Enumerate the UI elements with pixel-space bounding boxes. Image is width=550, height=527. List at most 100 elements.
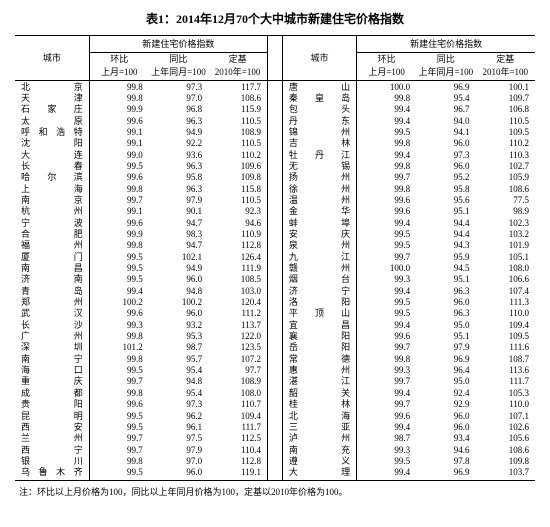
value-cell: 108.0 xyxy=(476,263,535,274)
value-cell: 112.5 xyxy=(208,433,267,444)
city-cell: 湛江 xyxy=(282,376,356,387)
value-cell: 96.3 xyxy=(416,308,475,319)
gap-cell xyxy=(268,115,283,126)
value-cell: 95.4 xyxy=(149,365,208,376)
table-row: 南京99.797.9110.5温州99.695.677.5 xyxy=(15,194,535,205)
city-cell: 宁波 xyxy=(15,217,89,228)
value-cell: 94.4 xyxy=(416,229,475,240)
value-cell: 102.6 xyxy=(476,421,535,432)
value-cell: 95.0 xyxy=(416,319,475,330)
value-cell: 92.3 xyxy=(208,206,267,217)
city-cell: 襄阳 xyxy=(282,331,356,342)
value-cell: 95.8 xyxy=(416,183,475,194)
table-row: 石家庄99.996.8115.9包头99.496.7106.8 xyxy=(15,104,535,115)
table-row: 兰州99.797.5112.5泸州98.793.4105.6 xyxy=(15,433,535,444)
table-row: 南昌99.594.9111.9赣州100.094.5108.0 xyxy=(15,263,535,274)
table-row: 南宁99.895.7107.2常德99.896.9108.7 xyxy=(15,353,535,364)
price-index-table: 城市 新建住宅价格指数 城市 新建住宅价格指数 环比 同比 定基 环比 同比 定… xyxy=(15,35,535,481)
gap-cell xyxy=(268,319,283,330)
value-cell: 94.7 xyxy=(149,240,208,251)
value-cell: 111.3 xyxy=(476,297,535,308)
value-cell: 115.9 xyxy=(208,104,267,115)
city-cell: 温州 xyxy=(282,194,356,205)
value-cell: 97.9 xyxy=(416,342,475,353)
value-cell: 106.8 xyxy=(476,104,535,115)
city-cell: 宜昌 xyxy=(282,319,356,330)
value-cell: 99.5 xyxy=(89,251,148,262)
value-cell: 99.5 xyxy=(357,455,416,466)
value-cell: 108.7 xyxy=(476,353,535,364)
value-cell: 103.0 xyxy=(208,285,267,296)
hdr-yoy-sub-2: 上年同月=100 xyxy=(416,66,475,81)
city-cell: 锦州 xyxy=(282,126,356,137)
value-cell: 120.4 xyxy=(208,297,267,308)
table-row: 福州99.894.7112.8泉州99.594.3101.9 xyxy=(15,240,535,251)
gap-cell xyxy=(268,149,283,160)
gap-cell xyxy=(268,172,283,183)
value-cell: 94.8 xyxy=(149,376,208,387)
value-cell: 99.6 xyxy=(89,115,148,126)
gap-cell xyxy=(268,308,283,319)
city-cell: 海口 xyxy=(15,365,89,376)
value-cell: 110.5 xyxy=(208,138,267,149)
value-cell: 99.3 xyxy=(357,274,416,285)
city-cell: 唐山 xyxy=(282,81,356,93)
value-cell: 100.2 xyxy=(149,297,208,308)
city-cell: 广州 xyxy=(15,331,89,342)
value-cell: 96.1 xyxy=(149,421,208,432)
city-cell: 呼和浩特 xyxy=(15,126,89,137)
city-cell: 金华 xyxy=(282,206,356,217)
table-row: 成都99.895.4108.0韶关99.492.4105.3 xyxy=(15,387,535,398)
value-cell: 109.5 xyxy=(476,331,535,342)
value-cell: 110.4 xyxy=(208,444,267,455)
value-cell: 105.3 xyxy=(476,387,535,398)
gap-cell xyxy=(268,433,283,444)
value-cell: 119.1 xyxy=(208,467,267,480)
gap-cell xyxy=(268,229,283,240)
value-cell: 96.0 xyxy=(416,138,475,149)
gap-cell xyxy=(268,92,283,103)
hdr-yoy-sub-1: 上年同月=100 xyxy=(149,66,208,81)
city-cell: 福州 xyxy=(15,240,89,251)
value-cell: 99.8 xyxy=(89,240,148,251)
value-cell: 108.6 xyxy=(476,444,535,455)
value-cell: 108.9 xyxy=(208,376,267,387)
table-row: 西安99.596.1111.7三亚99.496.0102.6 xyxy=(15,421,535,432)
value-cell: 94.3 xyxy=(416,240,475,251)
value-cell: 99.5 xyxy=(89,410,148,421)
table-row: 贵阳99.697.3110.7桂林99.792.9110.0 xyxy=(15,399,535,410)
value-cell: 111.7 xyxy=(208,421,267,432)
value-cell: 99.0 xyxy=(89,149,148,160)
value-cell: 99.8 xyxy=(357,353,416,364)
value-cell: 94.8 xyxy=(149,285,208,296)
value-cell: 109.4 xyxy=(476,319,535,330)
value-cell: 112.8 xyxy=(208,240,267,251)
city-cell: 哈尔滨 xyxy=(15,172,89,183)
value-cell: 93.6 xyxy=(149,149,208,160)
value-cell: 99.6 xyxy=(89,308,148,319)
table-body: 北京99.897.3117.7唐山100.096.9100.1天津99.897.… xyxy=(15,81,535,481)
hdr-fixed-2: 定基 xyxy=(476,53,535,66)
city-cell: 烟台 xyxy=(282,274,356,285)
value-cell: 99.6 xyxy=(357,331,416,342)
value-cell: 99.7 xyxy=(89,433,148,444)
value-cell: 97.0 xyxy=(149,455,208,466)
city-cell: 杭州 xyxy=(15,206,89,217)
value-cell: 95.9 xyxy=(416,251,475,262)
city-cell: 洛阳 xyxy=(282,297,356,308)
value-cell: 98.3 xyxy=(149,229,208,240)
value-cell: 99.7 xyxy=(357,172,416,183)
value-cell: 99.5 xyxy=(357,126,416,137)
city-cell: 厦门 xyxy=(15,251,89,262)
value-cell: 99.6 xyxy=(89,172,148,183)
value-cell: 96.0 xyxy=(149,308,208,319)
city-cell: 遵义 xyxy=(282,455,356,466)
table-row: 海口99.595.497.7惠州99.396.4113.6 xyxy=(15,365,535,376)
value-cell: 99.8 xyxy=(89,81,148,93)
table-row: 上海99.896.3115.8徐州99.895.8108.6 xyxy=(15,183,535,194)
value-cell: 122.0 xyxy=(208,331,267,342)
value-cell: 99.8 xyxy=(89,353,148,364)
value-cell: 113.6 xyxy=(476,365,535,376)
table-row: 济南99.596.0108.5烟台99.395.1106.6 xyxy=(15,274,535,285)
gap-cell xyxy=(268,455,283,466)
